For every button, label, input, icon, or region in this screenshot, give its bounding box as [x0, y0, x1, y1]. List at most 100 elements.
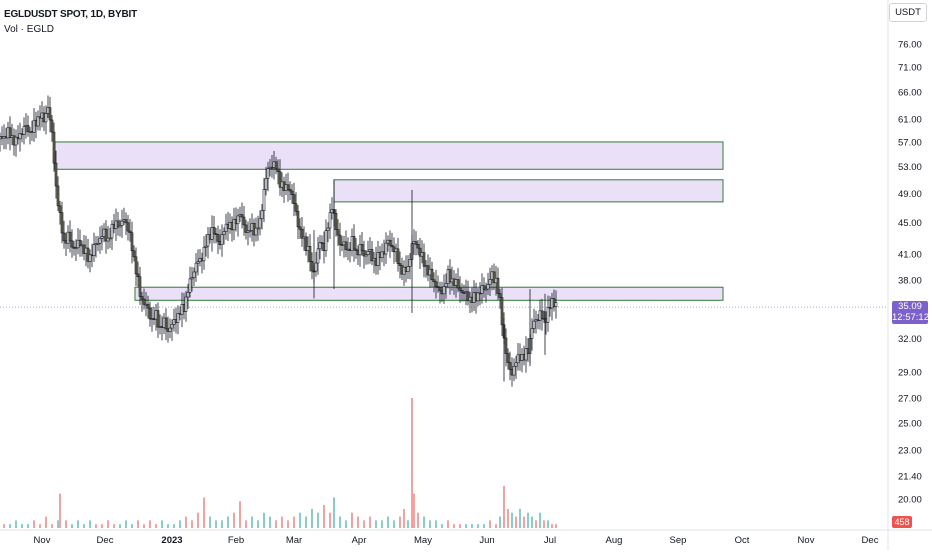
candle — [384, 232, 388, 264]
volume-bar — [375, 520, 377, 528]
candle-body — [190, 277, 194, 280]
candle-body — [456, 279, 460, 289]
candle-body — [512, 365, 516, 376]
volume-bar — [59, 493, 61, 528]
volume-bar — [191, 520, 193, 528]
candle-body — [326, 227, 330, 231]
candle — [212, 216, 216, 244]
volume-axis-label: 21.40 — [898, 472, 922, 483]
volume-bar — [77, 520, 79, 528]
candle-body — [260, 210, 264, 220]
candle — [154, 303, 158, 331]
candle — [274, 156, 278, 175]
candle-body — [10, 135, 14, 138]
volume-bar — [543, 520, 545, 528]
candle-body — [362, 250, 366, 257]
volume-bar — [399, 516, 401, 528]
candle — [230, 216, 234, 242]
candle-body — [144, 303, 148, 306]
candle — [88, 249, 92, 273]
candle-body — [72, 246, 76, 249]
candle — [162, 313, 166, 335]
candle — [320, 235, 324, 251]
candle — [506, 348, 510, 370]
volume-bar — [15, 520, 17, 528]
candle-body — [396, 248, 400, 264]
candle-body — [212, 227, 216, 235]
candle-body — [50, 119, 54, 133]
volume-bar — [555, 524, 557, 528]
candle — [176, 305, 180, 335]
candle-body — [90, 254, 94, 257]
candle — [214, 227, 218, 244]
candle-body — [146, 303, 150, 309]
candle — [398, 251, 402, 279]
candle-body — [238, 214, 242, 217]
candle — [82, 234, 86, 261]
candle — [264, 166, 268, 196]
candle — [26, 115, 30, 137]
volume-bar — [149, 520, 151, 528]
candle — [318, 235, 322, 260]
candle — [460, 283, 464, 302]
candle — [0, 132, 2, 152]
candle-body — [266, 168, 270, 179]
candle-body — [142, 298, 146, 305]
time-axis-label: Jul — [544, 535, 556, 546]
candle-body — [248, 230, 252, 232]
candle — [304, 232, 308, 256]
currency-button[interactable]: USDT — [889, 3, 927, 22]
candle — [188, 266, 192, 298]
candle-body — [48, 107, 52, 121]
candle-body — [246, 230, 250, 233]
candle-body — [198, 257, 202, 262]
time-axis-label: Dec — [862, 535, 879, 546]
candle-body — [334, 212, 338, 230]
candle-body — [14, 136, 18, 146]
volume-legend[interactable]: Vol · EGLD — [4, 24, 55, 35]
candle-body — [390, 244, 394, 248]
candle-body — [296, 210, 300, 228]
candle-body — [202, 246, 206, 262]
candle — [152, 306, 156, 326]
candle-body — [68, 231, 72, 242]
time-axis-label: Feb — [228, 535, 244, 546]
candle — [84, 235, 88, 267]
candle — [44, 105, 48, 135]
candle-body — [122, 219, 126, 222]
candle-body — [128, 230, 132, 234]
candle-body — [448, 269, 452, 283]
candle-body — [314, 262, 318, 272]
candle-body — [204, 245, 208, 248]
candle-body — [88, 254, 92, 262]
candle — [290, 184, 294, 204]
candle-body — [232, 218, 236, 231]
candle — [240, 202, 244, 229]
candle-body — [226, 223, 230, 229]
candle — [120, 209, 124, 238]
candle — [204, 234, 208, 257]
volume-bar — [499, 516, 501, 528]
candle — [352, 224, 356, 262]
candle — [334, 209, 338, 237]
candle — [402, 260, 406, 286]
time-axis-label: Mar — [286, 535, 302, 546]
candle — [258, 210, 262, 236]
candle-body — [130, 232, 134, 252]
last-volume-tag: 458 — [892, 516, 912, 528]
volume-bar — [527, 512, 529, 528]
time-axis-label: Nov — [798, 535, 815, 546]
volume-bar — [137, 520, 139, 528]
candle — [66, 225, 70, 249]
candle-body — [486, 284, 490, 290]
candle — [486, 272, 490, 295]
candle — [36, 110, 40, 131]
candle — [476, 288, 480, 307]
volume-bar — [387, 516, 389, 528]
symbol-title[interactable]: EGLDUSDT SPOT, 1D, BYBIT — [4, 9, 137, 20]
time-axis-label: Oct — [735, 535, 750, 546]
candle — [380, 243, 384, 263]
candle-body — [344, 241, 348, 250]
